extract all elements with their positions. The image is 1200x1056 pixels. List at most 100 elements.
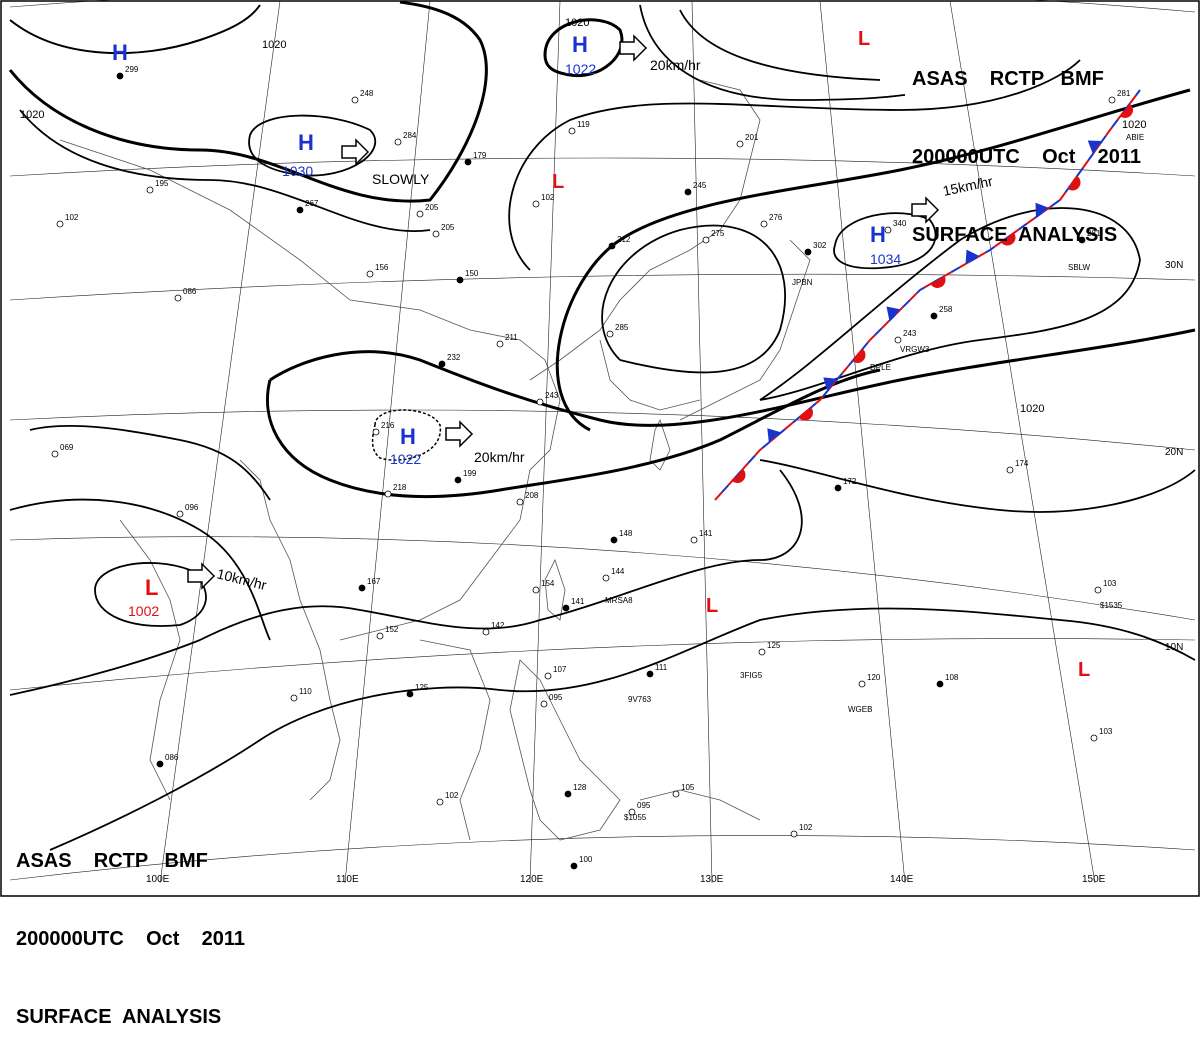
lon-label-140e: 140E — [890, 874, 914, 885]
station-pressure: 195 — [155, 179, 169, 188]
lat-label-30n: 30N — [1165, 260, 1183, 271]
station-pressure: 141 — [571, 597, 585, 606]
station-marker — [564, 790, 572, 798]
low-center-pressure: 1002 — [128, 603, 159, 619]
low-center-label: L — [1078, 659, 1090, 681]
station-pressure: 095 — [549, 693, 563, 702]
lat-label-20n: 20N — [1165, 447, 1183, 458]
station-marker — [290, 694, 298, 702]
station-pressure: 142 — [491, 621, 505, 630]
station-marker — [432, 230, 440, 238]
station-pressure: 299 — [125, 65, 139, 74]
station-pressure: 110 — [299, 687, 312, 696]
station-pressure: 107 — [553, 665, 567, 674]
station-marker — [804, 248, 812, 256]
stationary-front — [714, 89, 1141, 501]
station-marker — [1006, 466, 1014, 474]
station-marker — [608, 242, 616, 250]
low-center-label: L — [706, 595, 718, 617]
warm-front-semicircle — [1000, 232, 1016, 246]
station-pressure: 174 — [1015, 459, 1029, 468]
ship-id: $1535 — [1100, 601, 1123, 610]
station-pressure: 120 — [867, 673, 881, 682]
movement-arrows — [187, 34, 940, 590]
station-marker — [516, 498, 524, 506]
station-marker — [406, 690, 414, 698]
station-marker — [366, 270, 374, 278]
station-marker — [384, 490, 392, 498]
station-pressure: 208 — [525, 491, 539, 500]
station-marker — [610, 536, 618, 544]
station-pressure: 111 — [655, 663, 668, 672]
header-top: ASAS RCTP BMF 200000UTC Oct 2011 SURFACE… — [912, 14, 1141, 274]
cold-front-triangle — [1035, 202, 1050, 218]
station-marker — [646, 670, 654, 678]
ship-id: MRSA8 — [605, 596, 633, 605]
ship-id: VRGW3 — [900, 345, 930, 354]
header-bottom: ASAS RCTP BMF 200000UTC Oct 2011 SURFACE… — [16, 796, 245, 1056]
high-center-pressure: 1022 — [565, 61, 596, 77]
station-marker — [930, 312, 938, 320]
station-marker — [51, 450, 59, 458]
movement-arrow-icon — [619, 34, 648, 62]
movement-label: SLOWLY — [372, 171, 430, 187]
high-center-pressure: 1034 — [870, 251, 901, 267]
header-subtitle: SURFACE ANALYSIS — [16, 1006, 222, 1028]
station-pressure: 245 — [693, 181, 707, 190]
low-center-label: L — [552, 171, 564, 193]
station-marker — [372, 428, 380, 436]
cold-front-triangle — [965, 249, 980, 264]
station-marker — [536, 398, 544, 406]
station-marker — [760, 220, 768, 228]
ship-id: JPBN — [792, 278, 813, 287]
station-marker — [146, 186, 154, 194]
station-pressure: 103 — [1099, 727, 1113, 736]
warm-front-semicircle — [852, 348, 866, 363]
isobar-label: 1020 — [262, 39, 286, 51]
station-marker — [540, 700, 548, 708]
low-center-label: L — [858, 28, 870, 50]
high-center-label: H — [572, 32, 588, 57]
station-pressure: 096 — [185, 503, 199, 512]
station-marker — [116, 72, 124, 80]
station-marker — [690, 536, 698, 544]
station-marker — [1078, 236, 1086, 244]
ship-id: SBLW — [1068, 263, 1091, 272]
warm-front-semicircle — [798, 407, 813, 421]
station-pressure: 148 — [619, 529, 633, 538]
header-datetime: 200000UTC Oct 2011 — [912, 146, 1142, 168]
low-center-label: L — [145, 575, 158, 600]
station-pressure: 285 — [615, 323, 629, 332]
station-pressure: 102 — [799, 823, 813, 832]
station-pressure: 108 — [945, 673, 959, 682]
station-marker — [532, 586, 540, 594]
station-pressure: 212 — [617, 235, 631, 244]
station-marker — [454, 476, 462, 484]
station-pressure: 069 — [60, 443, 74, 452]
station-marker — [672, 790, 680, 798]
station-pressure: 167 — [367, 577, 381, 586]
station-marker — [736, 140, 744, 148]
station-marker — [1094, 586, 1102, 594]
warm-front-semicircle — [1120, 103, 1133, 119]
warm-front-semicircle — [930, 276, 946, 288]
station-pressure: 216 — [381, 421, 395, 430]
cold-front-triangle — [886, 306, 901, 321]
station-pressure: 103 — [1103, 579, 1117, 588]
station-marker — [464, 158, 472, 166]
pressure-centers: H H 1030 H 1022 H 1034 H 1022 L 1002 L L… — [112, 28, 1090, 681]
high-center-label: H — [112, 40, 128, 65]
station-pressure: 258 — [939, 305, 953, 314]
station-pressure: 102 — [445, 791, 459, 800]
high-center-label: H — [400, 424, 416, 449]
station-marker — [156, 760, 164, 768]
warm-front-semicircle — [1067, 175, 1081, 191]
station-marker — [894, 336, 902, 344]
station-marker — [684, 188, 692, 196]
station-marker — [351, 96, 359, 104]
isobar-label: 1020 — [565, 17, 589, 29]
movement-label: 20km/hr — [650, 57, 701, 73]
station-plots: 299 248 284 179 119 102 212 205 211 232 243 216 199 2… — [51, 65, 1131, 870]
station-pressure: 095 — [637, 801, 651, 810]
header-title: ASAS RCTP BMF — [912, 68, 1104, 90]
